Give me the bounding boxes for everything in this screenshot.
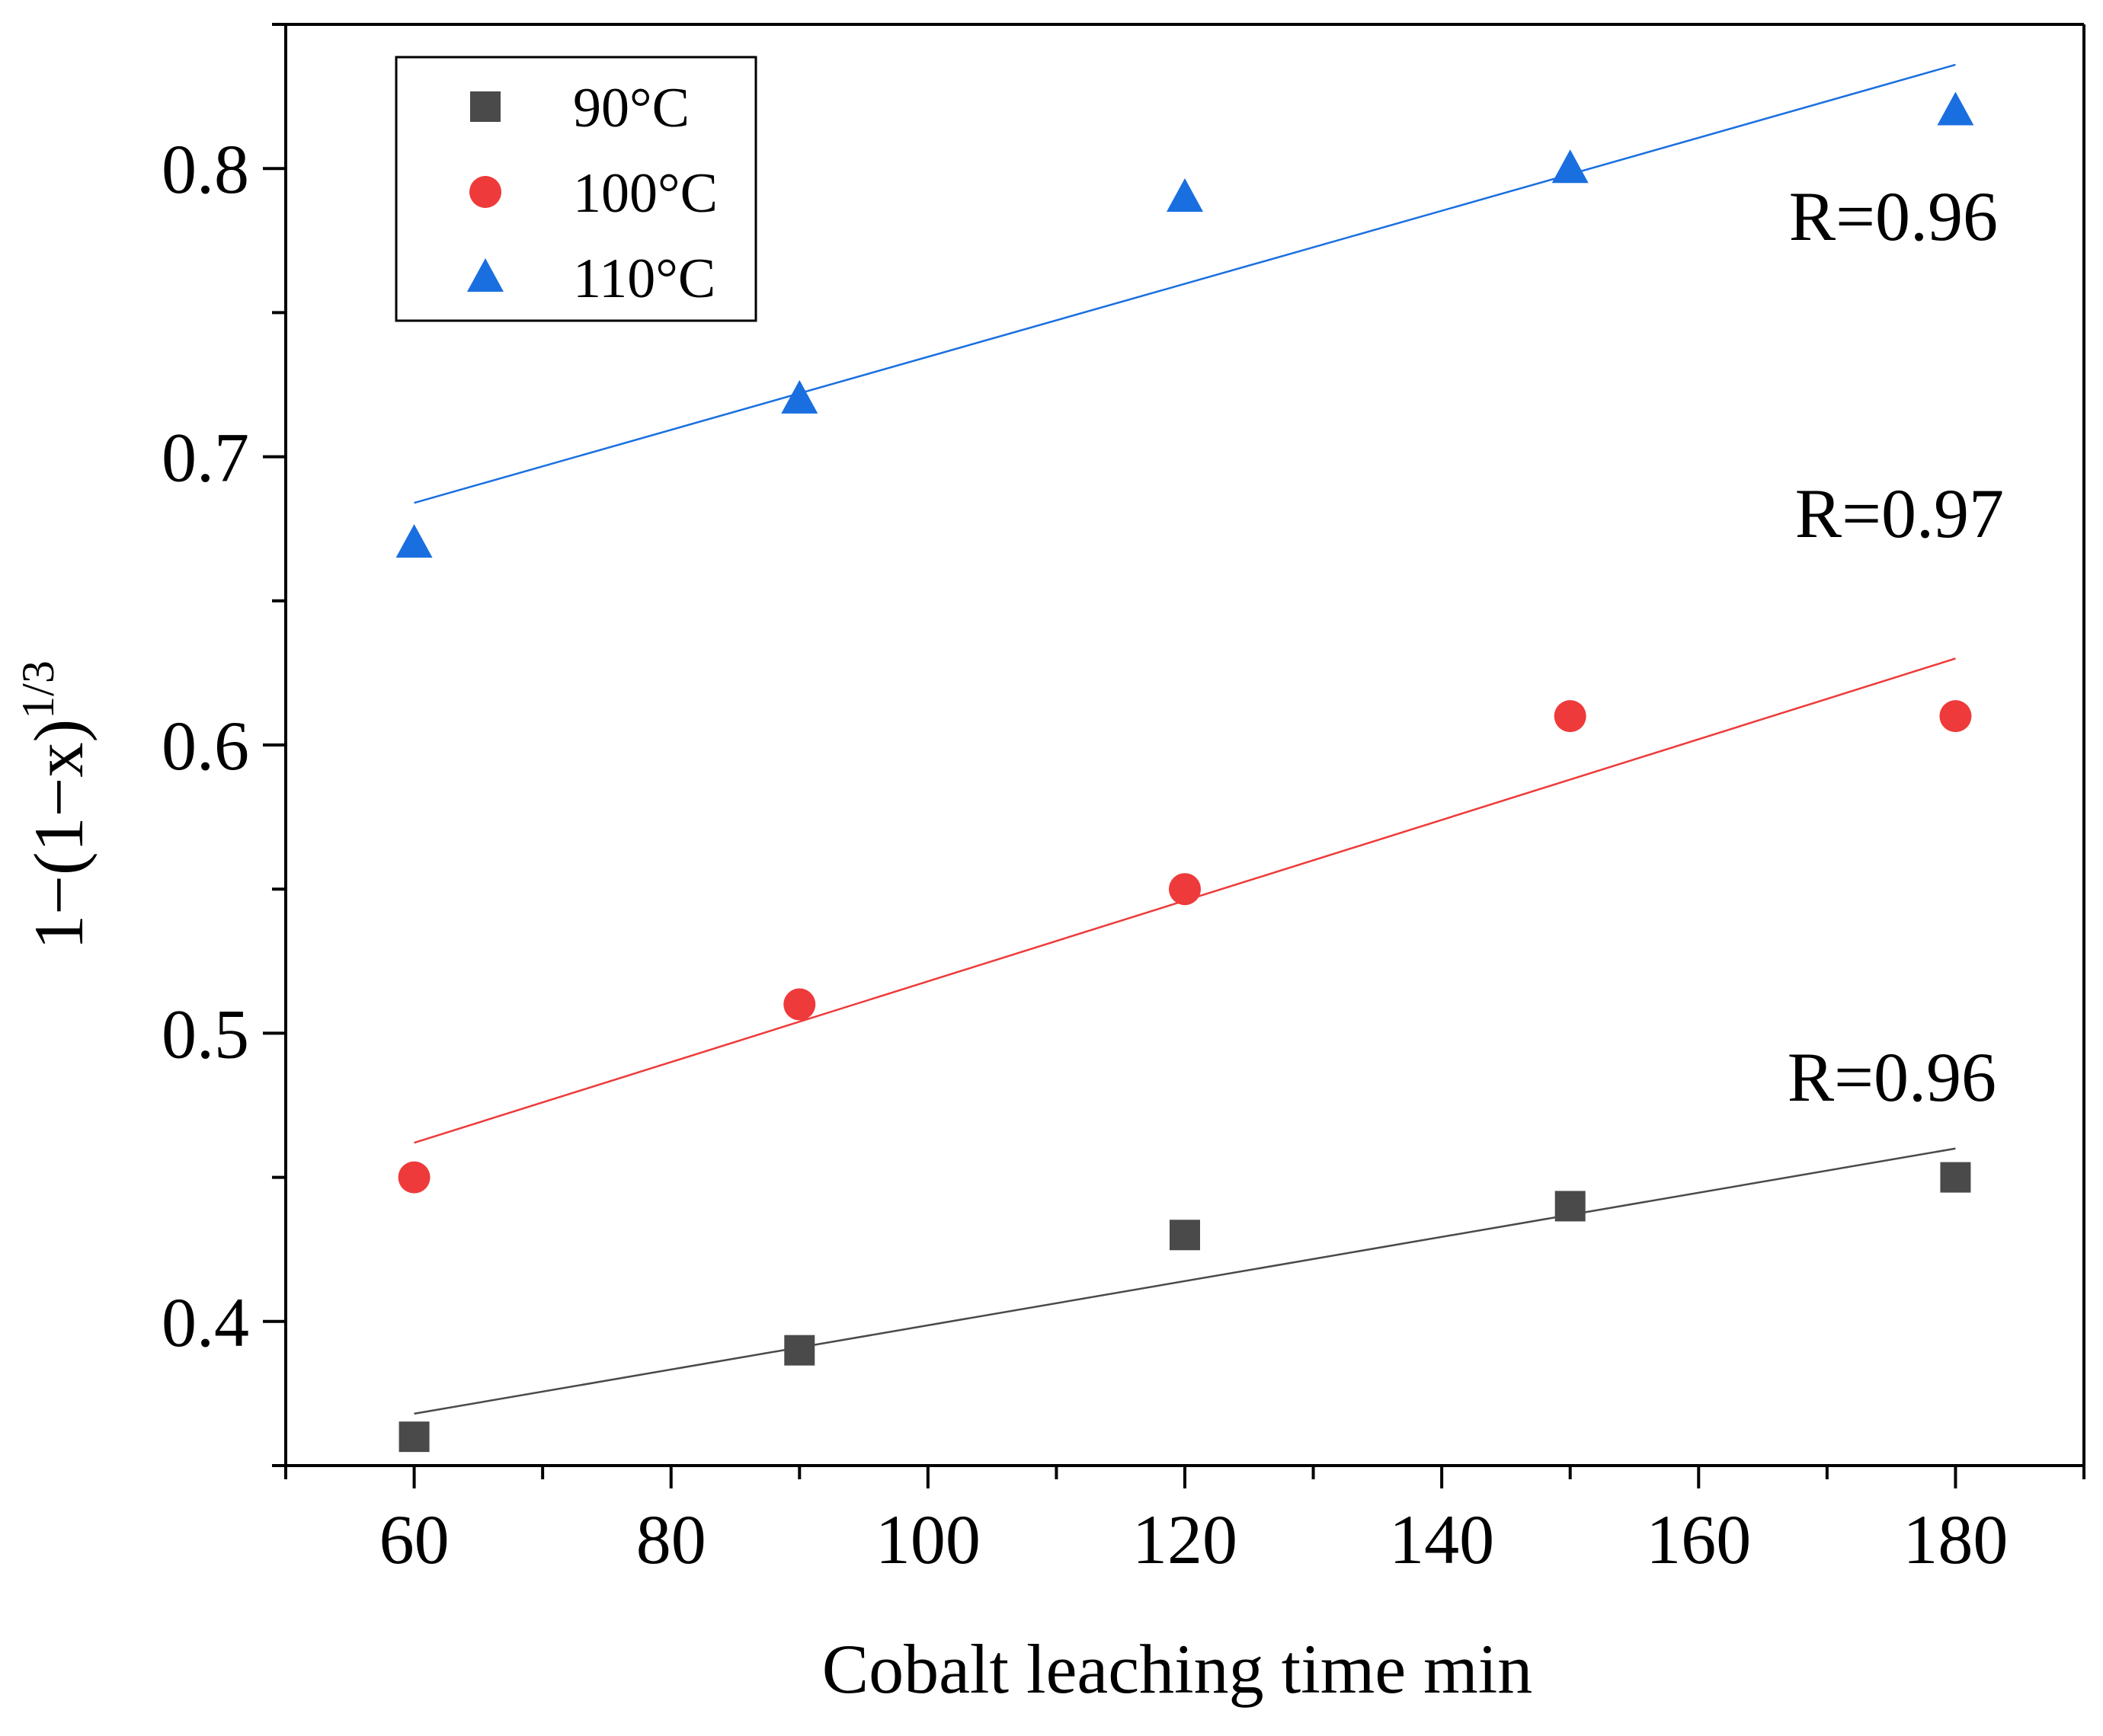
data-point <box>1554 700 1586 733</box>
data-point <box>1170 1220 1200 1251</box>
legend-marker <box>467 258 504 292</box>
x-tick-label: 120 <box>1132 1501 1237 1578</box>
y-tick-label: 0.4 <box>162 1284 249 1361</box>
fit-line <box>414 1147 1956 1415</box>
legend-marker <box>470 91 501 122</box>
data-point <box>1169 873 1201 906</box>
data-point <box>1939 700 1972 733</box>
data-point <box>399 1421 430 1453</box>
y-tick-label: 0.5 <box>162 995 249 1073</box>
data-point <box>784 1335 815 1366</box>
x-tick-label: 160 <box>1646 1501 1751 1578</box>
r-value-label: R=0.96 <box>1788 1038 1996 1116</box>
y-tick-label: 0.6 <box>162 707 249 785</box>
x-tick-label: 180 <box>1903 1501 2008 1578</box>
axes: 60 80 100 120 140 160 180 0.4 0.5 0.6 0.7 0.8 <box>162 23 2085 1578</box>
legend-label: 100°C <box>573 162 718 225</box>
legend-marker <box>469 176 501 208</box>
y-axis-title-sup: 1/3 <box>13 660 63 719</box>
data-point <box>781 379 818 414</box>
series-square: R=0.96 <box>399 1038 1996 1453</box>
x-tick-label: 60 <box>379 1501 450 1578</box>
data-point <box>783 988 816 1021</box>
data-point <box>1937 91 1974 126</box>
r-value-label: R=0.96 <box>1789 177 1998 255</box>
y-tick-label: 0.8 <box>162 130 249 208</box>
fit-line <box>414 63 1956 504</box>
data-point <box>1554 1191 1586 1222</box>
y-axis-title: 1−(1−x)1/3 <box>13 660 98 950</box>
series-circle: R=0.97 <box>398 475 2004 1194</box>
data-point <box>1167 178 1203 213</box>
data-point <box>1551 149 1589 184</box>
legend-label: 90°C <box>573 77 690 139</box>
r-value-label: R=0.97 <box>1795 475 2004 552</box>
series-triangle: R=0.96 <box>395 63 1998 558</box>
legend-label: 110°C <box>573 248 715 310</box>
plot-area: R=0.96 R=0.97 R=0.96 <box>395 63 2004 1453</box>
x-axis-title: Cobalt leaching time min <box>822 1630 1533 1708</box>
x-tick-label: 100 <box>875 1501 981 1578</box>
x-tick-label: 140 <box>1389 1501 1494 1578</box>
y-axis-title-base: 1−(1−x) <box>20 719 98 950</box>
data-point <box>395 524 433 558</box>
data-point <box>398 1161 431 1194</box>
x-tick-label: 80 <box>636 1501 706 1578</box>
legend: 90°C 100°C 110°C <box>395 56 757 322</box>
y-tick-label: 0.7 <box>162 419 249 497</box>
data-point <box>1940 1162 1971 1193</box>
legend-box <box>395 56 757 322</box>
